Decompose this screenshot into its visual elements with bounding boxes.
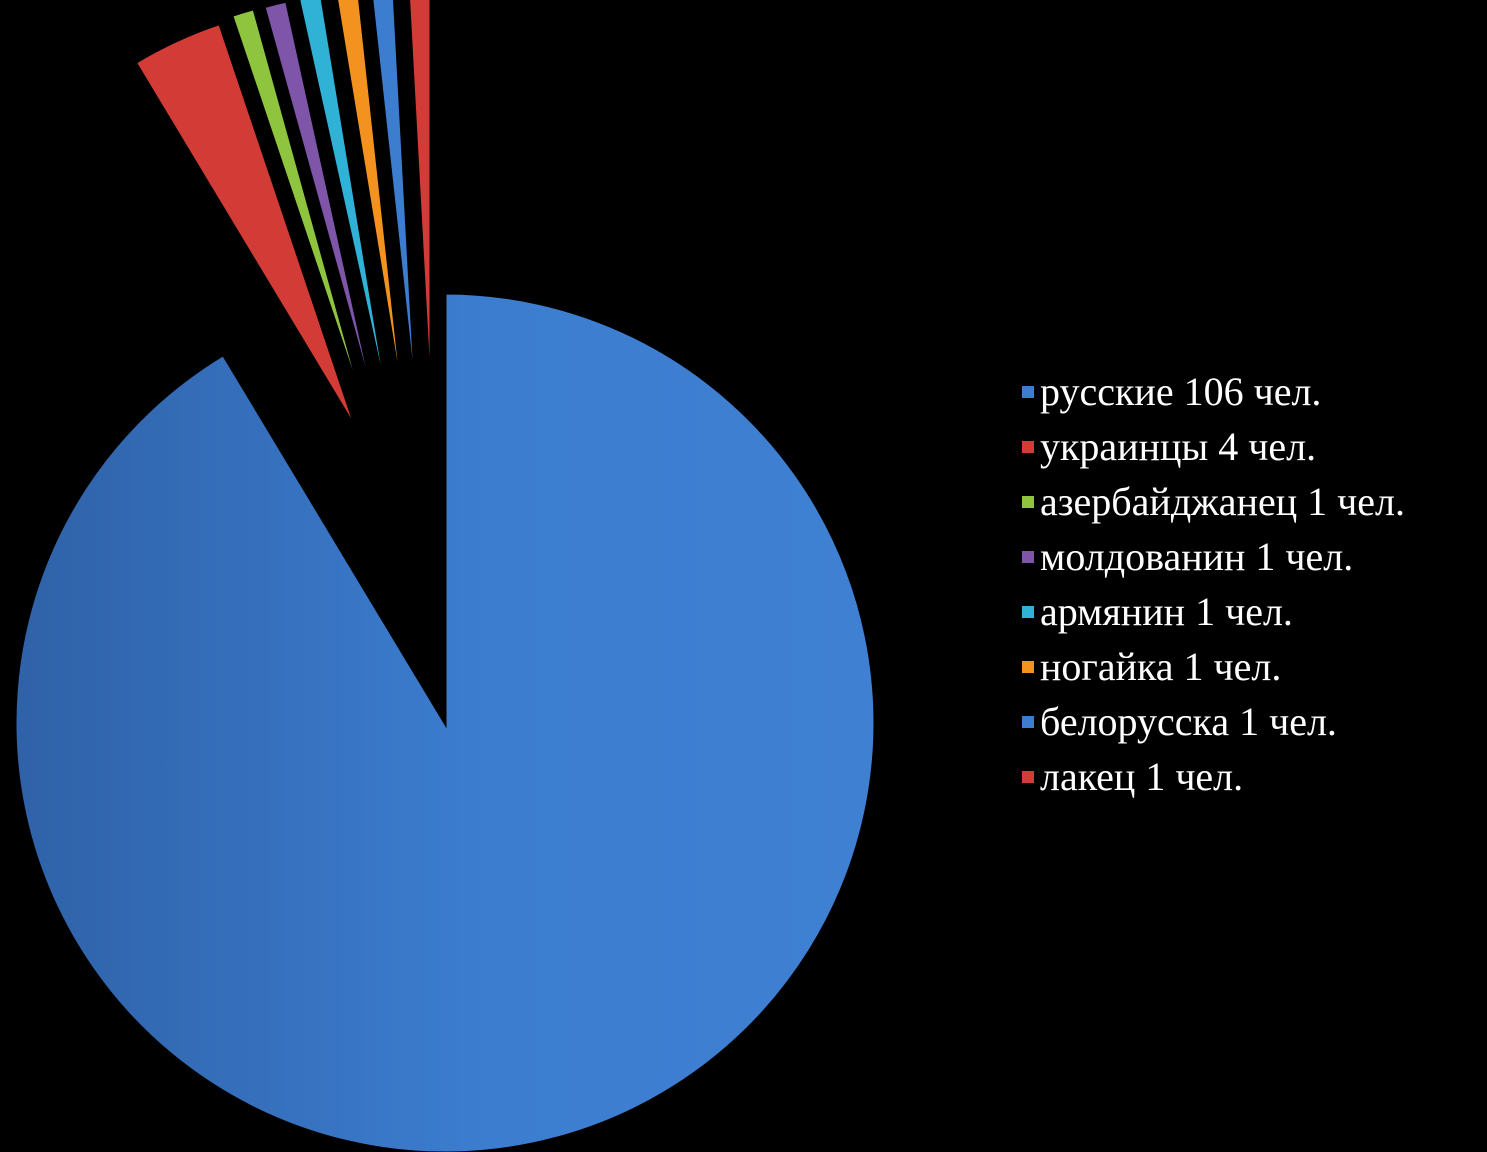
legend-label-5: ногайка 1 чел. [1040, 644, 1282, 689]
legend-swatch-3 [1022, 550, 1034, 563]
legend-label-0: русские 106 чел. [1040, 369, 1322, 414]
legend-item-5: ногайка 1 чел. [1022, 639, 1482, 694]
legend-label-2: азербайджанец 1 чел. [1040, 479, 1405, 524]
pie-slice-5 [335, 0, 407, 418]
legend-swatch-2 [1022, 495, 1034, 508]
legend-item-3: молдованин 1 чел. [1022, 529, 1482, 584]
pie-slice-4 [297, 0, 393, 420]
legend-swatch-4 [1022, 605, 1034, 618]
legend: русские 106 чел. украинцы 4 чел. азербай… [1022, 364, 1482, 804]
legend-swatch-7 [1022, 770, 1034, 783]
legend-label-7: лакец 1 чел. [1040, 754, 1244, 799]
pie-slice-2 [229, 6, 371, 424]
legend-item-4: армянин 1 чел. [1022, 584, 1482, 639]
legend-swatch-6 [1022, 715, 1034, 728]
legend-label-4: армянин 1 чел. [1040, 589, 1293, 634]
pie-slice-6 [370, 0, 419, 416]
legend-item-1: украинцы 4 чел. [1022, 419, 1482, 474]
legend-swatch-1 [1022, 440, 1034, 453]
pie-slice-1 [133, 21, 359, 432]
legend-label-6: белорусска 1 чел. [1040, 699, 1337, 744]
pie-slice-0 [13, 291, 877, 1152]
legend-label-1: украинцы 4 чел. [1040, 424, 1317, 469]
legend-item-0: русские 106 чел. [1022, 364, 1482, 419]
pie-slice-7 [407, 0, 433, 414]
pie-slice-3 [262, 0, 381, 422]
legend-item-7: лакец 1 чел. [1022, 749, 1482, 804]
legend-item-2: азербайджанец 1 чел. [1022, 474, 1482, 529]
legend-item-6: белорусска 1 чел. [1022, 694, 1482, 749]
legend-label-3: молдованин 1 чел. [1040, 534, 1354, 579]
legend-swatch-0 [1022, 385, 1034, 398]
legend-swatch-5 [1022, 660, 1034, 673]
